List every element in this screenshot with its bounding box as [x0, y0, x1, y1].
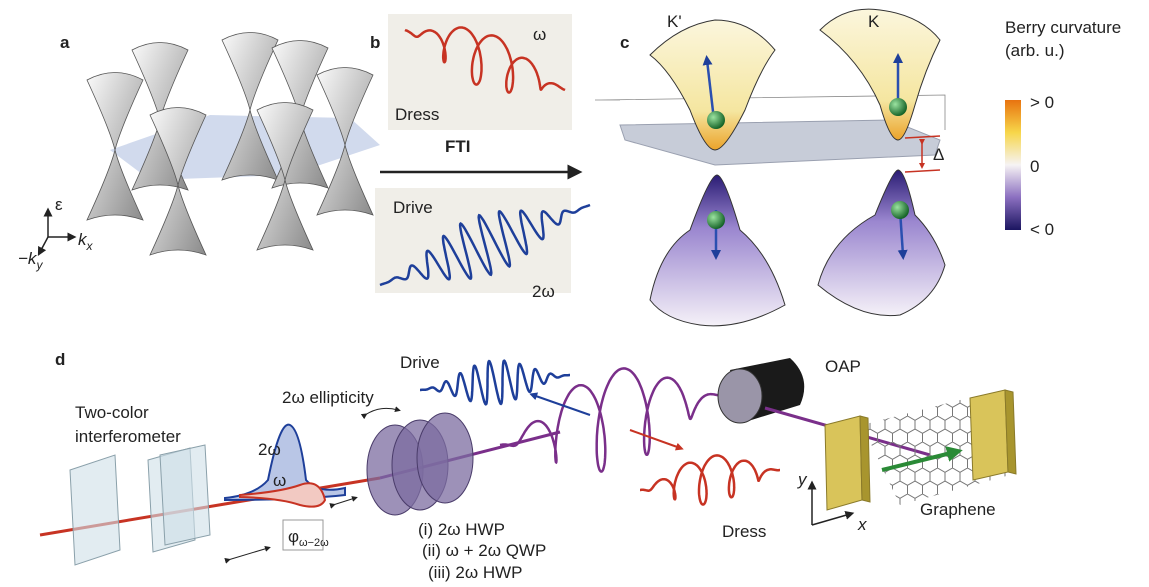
panel-c: c K' K Δ Berry curvature (arb. u.) > 0 0… [595, 9, 1121, 326]
colorbar [1005, 100, 1021, 230]
panel-a: ε −ky kx a [18, 33, 380, 273]
panel-label: d [55, 350, 65, 369]
lower-band-k [818, 170, 945, 316]
panel-label: a [60, 33, 70, 52]
valley-label: K' [667, 12, 682, 31]
fti-label: FTI [445, 137, 471, 156]
drive-label: Drive [393, 198, 433, 217]
kx-label: kx [78, 230, 94, 253]
interferometer-plates [70, 445, 210, 565]
figure: ε −ky kx a b ω Dress FTI Drive 2ω c K' K… [0, 0, 1149, 582]
epsilon-label: ε [55, 195, 63, 214]
colorbar-title: Berry curvature [1005, 18, 1121, 37]
two-omega-label: 2ω [258, 440, 281, 459]
waveplates [367, 413, 473, 515]
colorbar-unit: (arb. u.) [1005, 41, 1065, 60]
panel-label: c [620, 33, 629, 52]
two-omega-label: 2ω [532, 282, 555, 301]
y-axis-label: y [797, 470, 808, 489]
oap-mirror [718, 358, 804, 423]
combined-field [500, 368, 725, 471]
axes [40, 212, 72, 252]
colorbar-tick: > 0 [1030, 93, 1054, 112]
dress-label: Dress [395, 105, 439, 124]
lower-band-kprime [650, 175, 785, 326]
waveplate-label: (ii) ω + 2ω QWP [422, 541, 546, 560]
gap-label: Δ [933, 145, 944, 164]
ky-label: −ky [18, 249, 43, 272]
ellipticity-label: 2ω ellipticity [282, 388, 374, 407]
x-axis-label: x [857, 515, 867, 534]
panel-d: d Two-color interferometer 2ω ellipticit… [40, 350, 1016, 582]
interferometer-label: interferometer [75, 427, 181, 446]
dress-label: Dress [722, 522, 766, 541]
panel-label: b [370, 33, 380, 52]
waveplate-label: (iii) 2ω HWP [428, 563, 523, 582]
valley-label: K [868, 12, 880, 31]
omega-label: ω [273, 471, 286, 490]
drive-field [420, 361, 570, 405]
oap-label: OAP [825, 357, 861, 376]
colorbar-tick: < 0 [1030, 220, 1054, 239]
graphene-label: Graphene [920, 500, 996, 519]
interferometer-label: Two-color [75, 403, 149, 422]
dress-field [640, 455, 780, 504]
omega-label: ω [533, 25, 546, 44]
colorbar-tick: 0 [1030, 157, 1039, 176]
drive-label: Drive [400, 353, 440, 372]
panel-b: b ω Dress FTI Drive 2ω [370, 14, 590, 301]
waveplate-label: (i) 2ω HWP [418, 520, 505, 539]
